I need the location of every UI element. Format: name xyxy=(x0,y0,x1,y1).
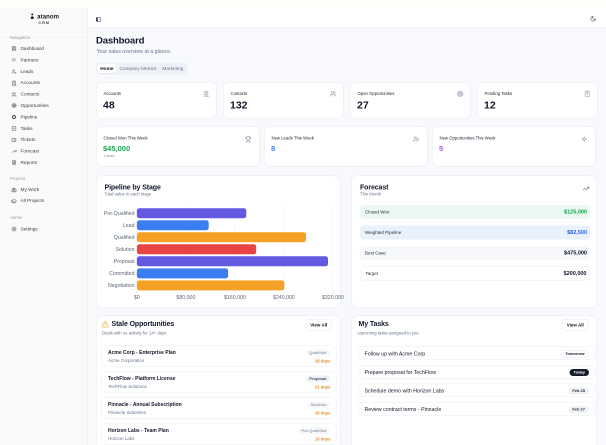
svg-text:Committed: Committed xyxy=(109,271,134,277)
svg-text:$80,000: $80,000 xyxy=(176,295,195,301)
svg-text:Negotiation: Negotiation xyxy=(108,283,135,289)
svg-text:$240,000: $240,000 xyxy=(273,295,295,301)
svg-text:Proposal: Proposal xyxy=(114,259,135,265)
svg-text:$160,000: $160,000 xyxy=(224,295,246,301)
svg-text:Pre-Qualified: Pre-Qualified xyxy=(104,211,135,217)
svg-text:$0: $0 xyxy=(134,295,140,301)
svg-text:$320,000: $320,000 xyxy=(322,295,344,301)
svg-text:Lead: Lead xyxy=(123,223,135,229)
svg-text:Qualified: Qualified xyxy=(114,235,135,241)
svg-text:Solution: Solution xyxy=(116,247,135,253)
